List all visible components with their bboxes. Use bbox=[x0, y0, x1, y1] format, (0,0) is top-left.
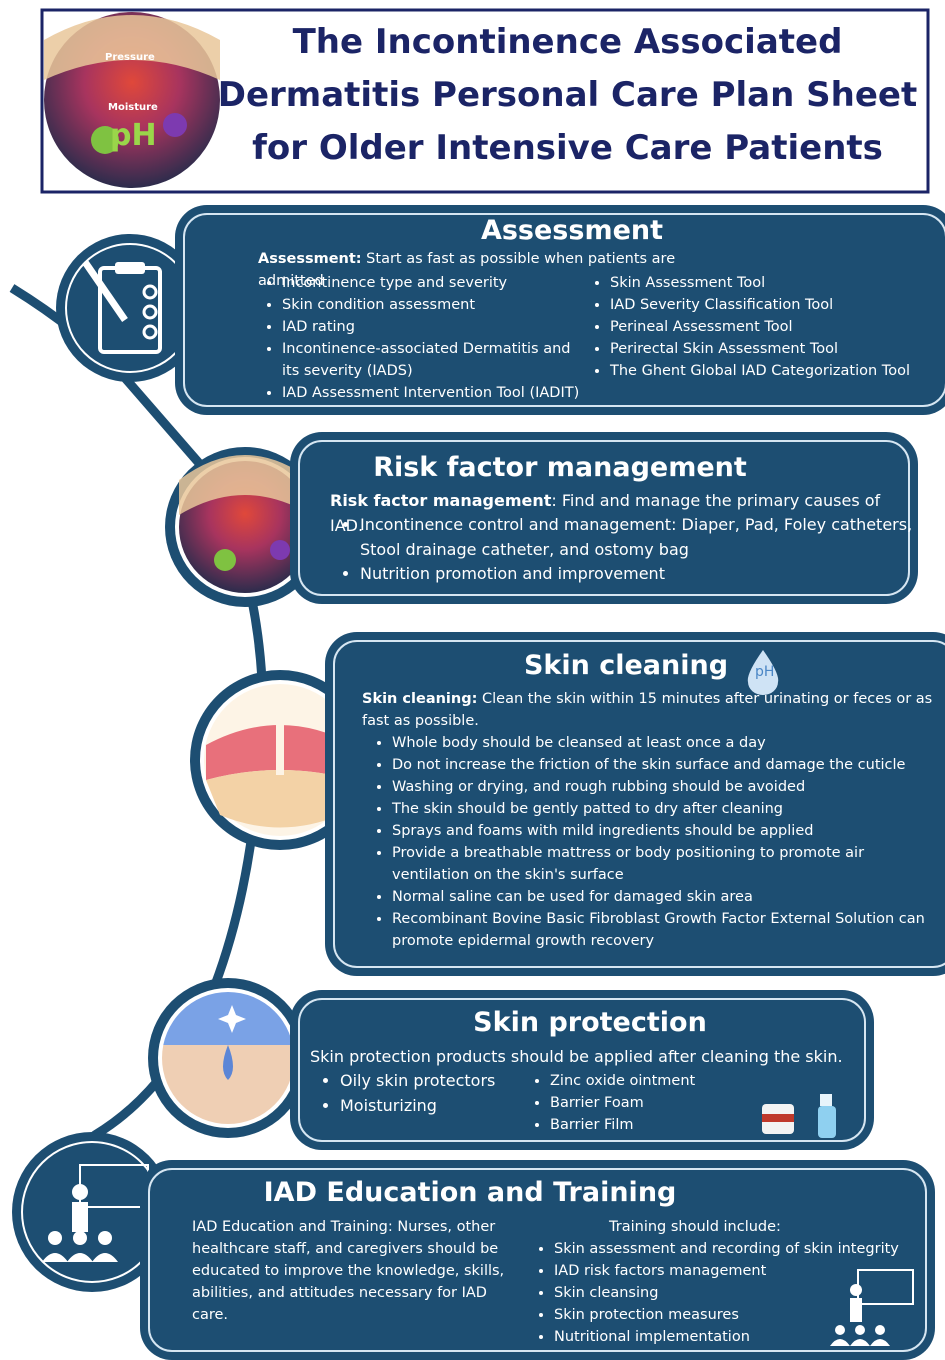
list-item: Skin assessment and recording of skin in… bbox=[554, 1238, 934, 1260]
page: The Incontinence Associated Dermatitis P… bbox=[0, 0, 945, 1360]
list-item: Perineal Assessment Tool bbox=[610, 316, 940, 338]
header-image bbox=[44, 12, 220, 188]
list-item: IAD rating bbox=[282, 316, 587, 338]
list-item: Do not increase the friction of the skin… bbox=[392, 754, 942, 776]
list-item: Barrier Film bbox=[550, 1114, 750, 1136]
list-item: Nutrition promotion and improvement bbox=[360, 562, 920, 587]
list-item: Moisturizing bbox=[340, 1094, 540, 1119]
education-mini bbox=[828, 1268, 918, 1348]
list: Whole body should be cleansed at least o… bbox=[372, 732, 942, 952]
list-item: Normal saline can be used for damaged sk… bbox=[392, 886, 942, 908]
list-item: Perirectal Skin Assessment Tool bbox=[610, 338, 940, 360]
products bbox=[760, 1090, 840, 1140]
list-item: The skin should be gently patted to dry … bbox=[392, 798, 942, 820]
lead-text: Skin protection products should be appli… bbox=[310, 1045, 870, 1070]
list-item: Skin condition assessment bbox=[282, 294, 587, 316]
image-label: Pressure bbox=[105, 52, 155, 63]
lead-label: Risk factor management bbox=[330, 491, 551, 510]
list: Zinc oxide ointmentBarrier FoamBarrier F… bbox=[530, 1070, 750, 1136]
list-item: Recombinant Bovine Basic Fibroblast Grow… bbox=[392, 908, 942, 952]
image-label: Moisture bbox=[108, 102, 158, 113]
list: Incontinence type and severitySkin condi… bbox=[262, 272, 587, 404]
body: IAD Education and Training: Nurses, othe… bbox=[192, 1216, 522, 1326]
list-item: Provide a breathable mattress or body po… bbox=[392, 842, 942, 886]
list-item: IAD Assessment Intervention Tool (IADIT) bbox=[282, 382, 587, 404]
list-item: Washing or drying, and rough rubbing sho… bbox=[392, 776, 942, 798]
ph-label: pH bbox=[755, 664, 774, 680]
section-title: Skin protection bbox=[473, 1007, 707, 1038]
section-title: Assessment bbox=[481, 215, 663, 246]
list: Incontinence control and management: Dia… bbox=[340, 513, 920, 587]
lead-label: Assessment: bbox=[258, 251, 362, 267]
list-item: Incontinence-associated Dermatitis and i… bbox=[282, 338, 587, 382]
list-item: Sprays and foams with mild ingredients s… bbox=[392, 820, 942, 842]
lead-label: Skin cleaning: bbox=[362, 691, 477, 707]
icon-protection bbox=[148, 978, 308, 1138]
list-heading: Training should include: bbox=[530, 1216, 860, 1238]
list: Oily skin protectorsMoisturizing bbox=[320, 1069, 540, 1118]
list-item: The Ghent Global IAD Categorization Tool bbox=[610, 360, 940, 382]
image-label: pH bbox=[110, 118, 157, 153]
list-item: Incontinence type and severity bbox=[282, 272, 587, 294]
list-item: Whole body should be cleansed at least o… bbox=[392, 732, 942, 754]
section-title: IAD Education and Training bbox=[264, 1177, 677, 1208]
list-item: Oily skin protectors bbox=[340, 1069, 540, 1094]
lead: Skin cleaning: Clean the skin within 15 … bbox=[362, 688, 937, 732]
list-item: Barrier Foam bbox=[550, 1092, 750, 1114]
list-item: Skin Assessment Tool bbox=[610, 272, 940, 294]
section-title: Risk factor management bbox=[373, 452, 747, 483]
list-item: Incontinence control and management: Dia… bbox=[360, 513, 920, 562]
section-title: Skin cleaning bbox=[524, 650, 728, 681]
title: The Incontinence Associated Dermatitis P… bbox=[215, 16, 920, 175]
list: Skin Assessment ToolIAD Severity Classif… bbox=[590, 272, 940, 382]
list-item: IAD Severity Classification Tool bbox=[610, 294, 940, 316]
list-item: Zinc oxide ointment bbox=[550, 1070, 750, 1092]
